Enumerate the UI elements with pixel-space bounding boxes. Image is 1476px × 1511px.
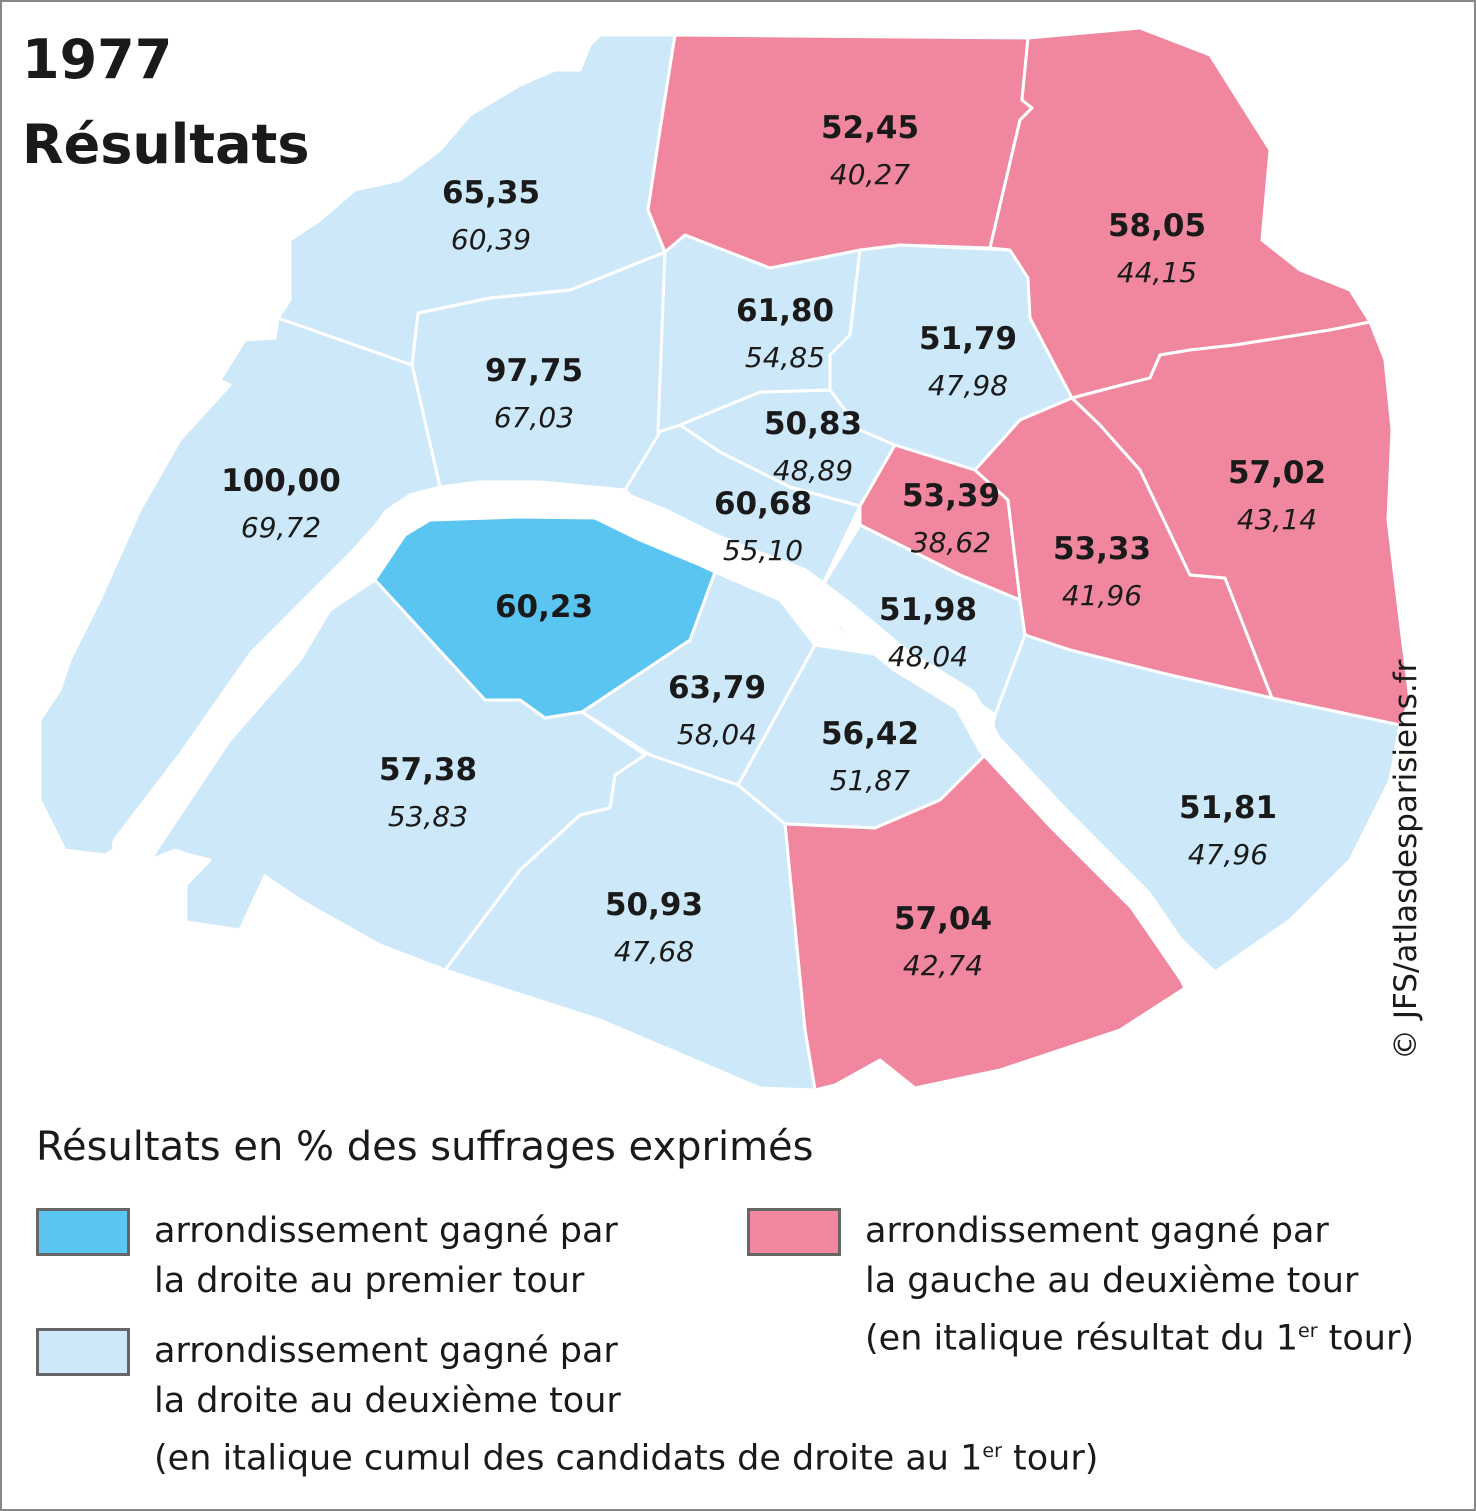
arrondissement-4-first-round: 48,04 xyxy=(888,640,968,673)
arrondissement-13-value: 57,04 xyxy=(894,901,992,937)
arrondissement-14-value: 50,93 xyxy=(605,887,703,923)
seine-river xyxy=(112,482,1208,993)
legend-label-gauche-deuxieme-tour-line3: (en italique résultat du 1er tour) xyxy=(865,1318,1415,1359)
legend-swatch-gauche-deuxieme-tour xyxy=(747,1208,841,1256)
arrondissement-20-area xyxy=(1070,320,1412,727)
legend-label-droite-deuxieme-tour-line2: la droite au deuxième tour xyxy=(154,1381,621,1421)
arrondissement-16-first-round: 69,72 xyxy=(241,511,321,544)
map-title-subtitle: Résultats xyxy=(22,113,310,176)
legend-label-droite-premier-tour-line1: arrondissement gagné par xyxy=(154,1211,618,1251)
arrondissement-6-value: 63,79 xyxy=(668,670,766,706)
arrondissement-18-area xyxy=(646,33,1034,270)
arrondissement-19-first-round: 44,15 xyxy=(1117,256,1197,289)
arrondissement-5-first-round: 51,87 xyxy=(830,764,910,797)
copyright-credit: © JFS/atlasdesparisiens.fr xyxy=(1388,659,1424,1060)
arrondissement-3-first-round: 38,62 xyxy=(911,526,991,559)
arrondissement-1-value: 60,68 xyxy=(714,486,812,522)
arrondissement-13-area xyxy=(783,748,1187,1092)
arrondissement-9-first-round: 54,85 xyxy=(745,341,825,374)
arrondissement-8-value: 97,75 xyxy=(485,353,583,389)
legend-item-droite-premier-tour: arrondissement gagné par la droite au pr… xyxy=(36,1206,618,1306)
legend-title: Résultats en % des suffrages exprimés xyxy=(36,1124,814,1170)
arrondissement-15-area xyxy=(148,578,647,972)
arrondissement-18-first-round: 40,27 xyxy=(830,158,910,191)
arrondissement-1-first-round: 55,10 xyxy=(723,534,803,567)
legend-item-gauche-deuxieme-tour: arrondissement gagné par la gauche au de… xyxy=(747,1206,1414,1364)
arrondissement-13-first-round: 42,74 xyxy=(903,949,983,982)
arrondissement-10-first-round: 47,98 xyxy=(928,369,1008,402)
arrondissement-7-value: 60,23 xyxy=(495,589,593,625)
arrondissement-15-first-round: 53,83 xyxy=(388,800,468,833)
arrondissement-5-value: 56,42 xyxy=(821,716,919,752)
arrondissement-11-first-round: 41,96 xyxy=(1062,579,1142,612)
arrondissement-10-value: 51,79 xyxy=(919,321,1017,357)
legend-swatch-droite-premier-tour xyxy=(36,1208,130,1256)
arrondissement-17-value: 65,35 xyxy=(442,175,540,211)
legend-swatch-droite-deuxieme-tour xyxy=(36,1328,130,1376)
arrondissement-12-value: 51,81 xyxy=(1179,790,1277,826)
arrondissement-18-value: 52,45 xyxy=(821,110,919,146)
arrondissement-16-value: 100,00 xyxy=(221,463,341,499)
arrondissement-12-first-round: 47,96 xyxy=(1188,838,1268,871)
arrondissement-8-first-round: 67,03 xyxy=(494,401,574,434)
arrondissement-19-value: 58,05 xyxy=(1108,208,1206,244)
arrondissement-15-value: 57,38 xyxy=(379,752,477,788)
legend-label-gauche-deuxieme-tour-line2: la gauche au deuxième tour xyxy=(865,1261,1359,1301)
legend-label-droite-deuxieme-tour-line1: arrondissement gagné par xyxy=(154,1331,618,1371)
arrondissement-2-first-round: 48,89 xyxy=(773,454,853,487)
arrondissement-3-value: 53,39 xyxy=(902,478,1000,514)
map-title-year: 1977 xyxy=(22,28,172,91)
arrondissement-6-first-round: 58,04 xyxy=(677,718,757,751)
arrondissement-20-value: 57,02 xyxy=(1228,455,1326,491)
arrondissement-20-first-round: 43,14 xyxy=(1237,503,1317,536)
legend-label-droite-premier-tour-line2: la droite au premier tour xyxy=(154,1261,585,1301)
arrondissement-4-value: 51,98 xyxy=(879,592,977,628)
legend-label-droite-deuxieme-tour-line3: (en italique cumul des candidats de droi… xyxy=(154,1438,1099,1479)
legend-item-droite-deuxieme-tour: arrondissement gagné par la droite au de… xyxy=(36,1326,1098,1484)
arrondissement-14-first-round: 47,68 xyxy=(614,935,694,968)
arrondissement-17-first-round: 60,39 xyxy=(451,223,531,256)
legend-label-gauche-deuxieme-tour-line1: arrondissement gagné par xyxy=(865,1211,1329,1251)
arrondissement-9-value: 61,80 xyxy=(736,293,834,329)
arrondissement-11-value: 53,33 xyxy=(1053,531,1151,567)
arrondissement-2-value: 50,83 xyxy=(764,406,862,442)
